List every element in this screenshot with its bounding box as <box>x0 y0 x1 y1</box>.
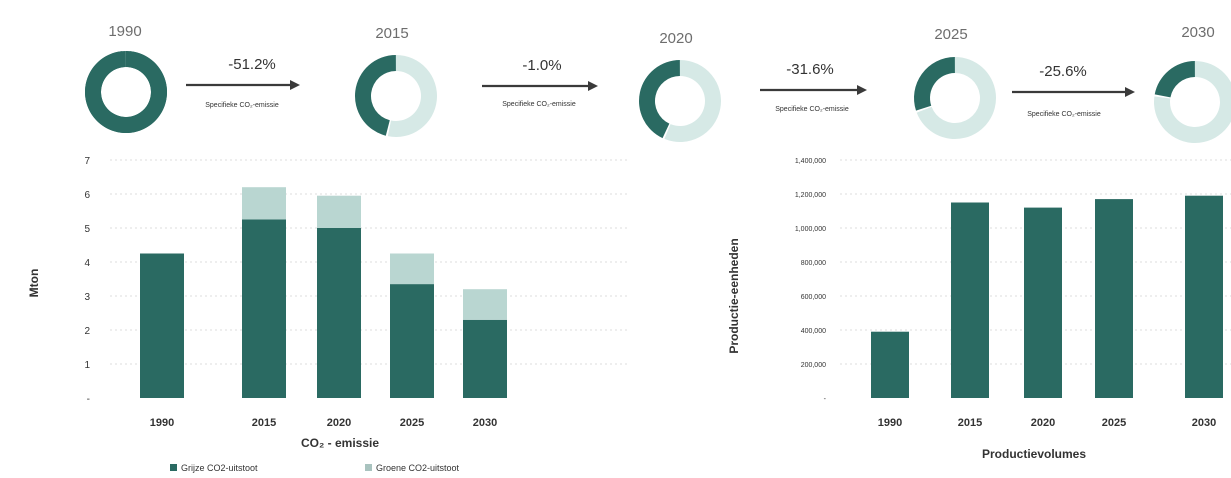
legend-swatch-grey <box>170 464 177 471</box>
left-x-tick-labels: 1990 2015 2020 2025 2030 <box>150 417 497 429</box>
arrow-head-icon <box>588 81 598 91</box>
x-tick-label: 2015 <box>252 417 276 429</box>
change-arrow-3: -31.6% Specifieke CO₂-emissie <box>760 61 867 113</box>
change-arrow-4: -25.6% Specifieke CO₂-emissie <box>1012 63 1135 118</box>
y-tick-label: 4 <box>84 258 90 269</box>
donut-row: 1990 2015 2020 2025 2030 <box>84 23 1231 143</box>
left-bars <box>140 187 507 398</box>
donut-dark-segment <box>638 60 680 139</box>
x-tick-label: 2025 <box>1102 417 1126 429</box>
y-tick-label: 2 <box>84 326 90 337</box>
right-y-axis-title: Productie-eenheden <box>727 238 741 353</box>
bar-production-2030 <box>1185 195 1223 398</box>
y-tick-label: 1 <box>84 360 90 371</box>
bar-production-2025 <box>1095 199 1133 398</box>
bar-grey-2030 <box>463 319 507 398</box>
right-bars <box>871 195 1223 398</box>
y-tick-label: 5 <box>84 224 90 235</box>
x-tick-label: 2020 <box>1031 417 1055 429</box>
legend-label-green: Groene CO2-uitstoot <box>376 463 460 473</box>
arrow-head-icon <box>290 80 300 90</box>
change-percentage: -31.6% <box>786 61 834 78</box>
right-x-tick-labels: 1990 2015 2020 2025 2030 <box>878 417 1216 429</box>
donut-year-label: 2020 <box>659 30 692 47</box>
donut-dark-segment <box>354 55 396 136</box>
change-arrow-1: -51.2% Specifieke CO₂-emissie <box>186 56 300 109</box>
x-tick-label: 2025 <box>400 417 424 429</box>
left-x-axis-title: CO₂ - emissie <box>301 436 379 450</box>
donut-year-label: 2030 <box>1181 24 1214 41</box>
specific-emission-label: Specifieke CO₂-emissie <box>775 106 849 113</box>
bar-production-2015 <box>951 202 989 398</box>
legend-label-grey: Grijze CO2-uitstoot <box>181 463 258 473</box>
y-tick-label: 7 <box>84 156 90 167</box>
change-percentage: -51.2% <box>228 56 276 73</box>
y-tick-label: 1,000,000 <box>795 226 826 233</box>
donut-year-label: 2025 <box>934 26 967 43</box>
right-y-tick-labels: - 200,000 400,000 600,000 800,000 1,000,000 1,… <box>795 158 827 403</box>
x-tick-label: 2030 <box>1192 417 1216 429</box>
x-tick-label: 2020 <box>327 417 351 429</box>
donut-year-label: 2015 <box>375 25 408 42</box>
bar-green-2030 <box>463 289 507 320</box>
donut-light-segment <box>1154 61 1231 143</box>
bar-green-2020 <box>317 195 361 228</box>
change-arrow-2: -1.0% Specifieke CO₂-emissie <box>482 57 598 108</box>
arrow-head-icon <box>1125 87 1135 97</box>
y-tick-label: 400,000 <box>801 328 826 335</box>
specific-emission-label: Specifieke CO₂-emissie <box>502 101 576 108</box>
donut-light-segment <box>916 57 996 139</box>
donut-2025: 2025 <box>914 26 996 139</box>
specific-emission-label: Specifieke CO₂-emissie <box>205 102 279 109</box>
y-tick-label: 1,400,000 <box>795 158 826 165</box>
x-tick-label: 2030 <box>473 417 497 429</box>
bar-grey-2025 <box>390 284 434 398</box>
bar-grey-1990 <box>140 253 184 398</box>
x-tick-label: 1990 <box>878 417 902 429</box>
change-percentage: -25.6% <box>1039 63 1087 80</box>
bar-green-2025 <box>390 253 434 285</box>
bar-grey-2015 <box>242 219 286 398</box>
y-tick-label: - <box>824 396 827 403</box>
donut-2020: 2020 <box>638 30 722 142</box>
y-tick-label: 6 <box>84 190 90 201</box>
x-tick-label: 2015 <box>958 417 982 429</box>
right-x-axis-title: Productievolumes <box>982 447 1086 461</box>
y-tick-label: 600,000 <box>801 294 826 301</box>
left-y-tick-labels: - 1 2 3 4 5 6 7 <box>84 156 90 405</box>
y-tick-label: 1,200,000 <box>795 192 826 199</box>
bar-production-1990 <box>871 331 909 398</box>
specific-emission-label: Specifieke CO₂-emissie <box>1027 111 1101 118</box>
bar-grey-2020 <box>317 228 361 398</box>
arrow-row: -51.2% Specifieke CO₂-emissie -1.0% Specifi… <box>186 56 1135 118</box>
x-tick-label: 1990 <box>150 417 174 429</box>
co2-emission-chart: - 1 2 3 4 5 6 7 1990 2015 2020 2025 2030 Mton CO₂ -… <box>27 156 630 473</box>
left-legend: Grijze CO2-uitstoot Groene CO2-uitstoot <box>170 463 460 473</box>
donut-dark-segment <box>84 51 168 133</box>
donut-2015: 2015 <box>354 25 438 137</box>
donut-dark-segment <box>914 57 955 111</box>
donut-2030: 2030 <box>1154 24 1231 143</box>
arrow-head-icon <box>857 85 867 95</box>
left-y-axis-title: Mton <box>27 269 41 298</box>
production-volume-chart: - 200,000 400,000 600,000 800,000 1,000,000 1,… <box>727 158 1231 461</box>
change-percentage: -1.0% <box>522 57 561 74</box>
y-tick-label: - <box>87 394 90 405</box>
donut-light-segment <box>387 55 438 137</box>
donut-light-segment <box>664 60 722 142</box>
left-gridlines <box>110 159 630 365</box>
y-tick-label: 800,000 <box>801 260 826 267</box>
donut-dark-segment <box>1154 61 1195 98</box>
bar-green-2015 <box>242 187 286 220</box>
legend-swatch-green <box>365 464 372 471</box>
donut-year-label: 1990 <box>108 23 141 40</box>
bar-production-2020 <box>1024 207 1062 398</box>
donut-1990: 1990 <box>84 23 168 134</box>
y-tick-label: 3 <box>84 292 90 303</box>
y-tick-label: 200,000 <box>801 362 826 369</box>
